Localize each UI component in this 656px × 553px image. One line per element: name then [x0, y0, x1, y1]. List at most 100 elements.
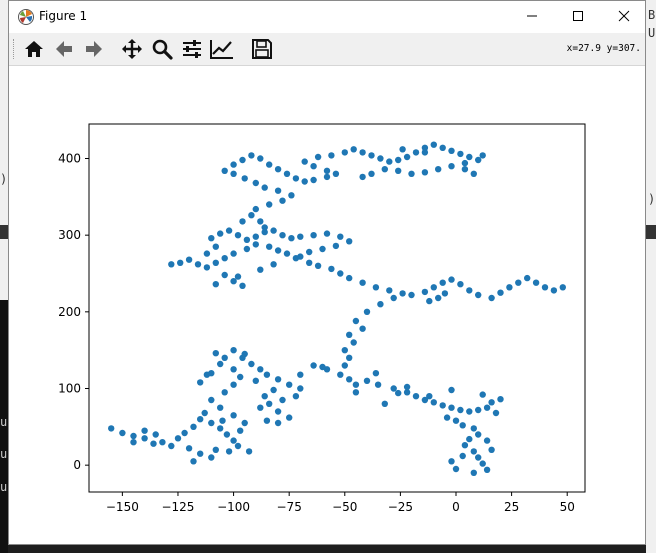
scatter-point: [208, 454, 215, 461]
scatter-point: [497, 396, 504, 403]
scatter-point: [221, 389, 228, 396]
scatter-point: [168, 261, 175, 268]
zoom-button[interactable]: [149, 36, 175, 62]
scatter-point: [479, 460, 486, 467]
scatter-point: [377, 155, 384, 162]
minimize-button[interactable]: [509, 1, 555, 31]
forward-button[interactable]: [81, 36, 107, 62]
scatter-point: [332, 242, 340, 250]
background-window-edge: [646, 0, 656, 553]
scatter-point: [323, 173, 331, 181]
background-letter: B: [648, 8, 656, 22]
scatter-point: [466, 435, 473, 443]
scatter-point: [270, 386, 277, 394]
scatter-point: [130, 439, 137, 446]
scatter-point: [241, 175, 248, 182]
y-tick-label: 300: [58, 228, 81, 242]
scatter-point: [274, 376, 282, 383]
scatter-point: [239, 282, 246, 289]
edit-axis-button[interactable]: [209, 36, 235, 62]
scatter-point: [421, 169, 429, 176]
scatter-point: [208, 235, 215, 242]
scatter-point: [108, 425, 115, 432]
scatter-point: [363, 308, 371, 315]
scatter-point: [212, 259, 219, 266]
save-button[interactable]: [249, 36, 275, 62]
scatter-point: [448, 147, 455, 154]
scatter-point: [279, 232, 286, 239]
background-letter: ): [0, 172, 8, 186]
back-button[interactable]: [51, 36, 77, 62]
scatter-point: [488, 294, 495, 302]
scatter-point: [346, 354, 353, 361]
scatter-point: [223, 431, 231, 438]
scatter-point: [403, 383, 411, 391]
scatter-point: [239, 218, 246, 225]
scatter-point: [130, 432, 137, 440]
scatter-point: [515, 279, 522, 286]
scatter-point: [286, 414, 293, 421]
scatter-point: [341, 347, 348, 354]
maximize-icon: [573, 11, 583, 21]
scatter-point: [359, 279, 366, 286]
home-button[interactable]: [21, 36, 47, 62]
scatter-point: [217, 404, 224, 411]
scatter-point: [230, 347, 237, 354]
scatter-point: [159, 439, 166, 446]
scatter-point: [352, 317, 360, 325]
pan-button[interactable]: [119, 36, 145, 62]
scatter-point: [337, 233, 344, 240]
scatter-point: [230, 161, 237, 168]
scatter-point: [337, 371, 344, 378]
scatter-point: [352, 381, 360, 388]
scatter-point: [221, 271, 228, 279]
scatter-point: [297, 253, 304, 260]
scatter-point: [257, 366, 264, 373]
figure-canvas[interactable]: −150 −125 −100 −75 −50 −25 0 25 50 0 100 200 300 400: [9, 66, 645, 544]
scatter-point: [252, 205, 259, 213]
scatter-point: [479, 391, 486, 398]
scatter-point: [177, 259, 184, 266]
scatter-point: [239, 354, 246, 361]
edit-axis-icon: [210, 40, 233, 59]
scatter-point: [470, 448, 477, 455]
scatter-point: [203, 371, 211, 378]
scatter-point: [470, 170, 477, 177]
scatter-point: [248, 360, 255, 368]
scatter-plot: −150 −125 −100 −75 −50 −25 0 25 50 0 100 200 300 400: [58, 123, 586, 514]
scatter-point: [274, 419, 282, 427]
scatter-point: [292, 393, 300, 400]
x-tick-label: 0: [452, 500, 460, 514]
scatter-point: [470, 425, 477, 432]
scatter-point: [350, 146, 357, 153]
scatter-point: [421, 149, 429, 156]
scatter-point: [185, 445, 193, 452]
scatter-point: [288, 235, 295, 242]
scatter-point: [234, 273, 242, 280]
scatter-point: [488, 399, 495, 406]
scatter-point: [466, 153, 473, 161]
x-tick-label: −75: [277, 500, 302, 514]
scatter-point: [399, 290, 406, 297]
scatter-point: [541, 284, 549, 291]
scatter-point: [257, 155, 264, 162]
scatter-point: [306, 248, 313, 256]
scatter-point: [466, 287, 473, 294]
scatter-point: [323, 167, 331, 174]
scatter-point: [194, 261, 202, 268]
scatter-point: [488, 446, 495, 453]
y-tick-label: 200: [58, 305, 81, 319]
scatter-point: [399, 146, 406, 153]
scatter-point: [252, 179, 259, 187]
close-button[interactable]: [601, 1, 647, 31]
scatter-point: [257, 266, 264, 273]
title-bar[interactable]: Figure 1: [9, 1, 645, 33]
scatter-point: [279, 197, 286, 204]
scatter-point: [421, 144, 429, 151]
scatter-point: [475, 431, 482, 438]
toolbar-grip[interactable]: [13, 39, 16, 59]
maximize-button[interactable]: [555, 1, 601, 31]
scatter-point: [245, 448, 253, 455]
scatter-point: [310, 362, 317, 369]
configure-subplots-button[interactable]: [179, 36, 205, 62]
